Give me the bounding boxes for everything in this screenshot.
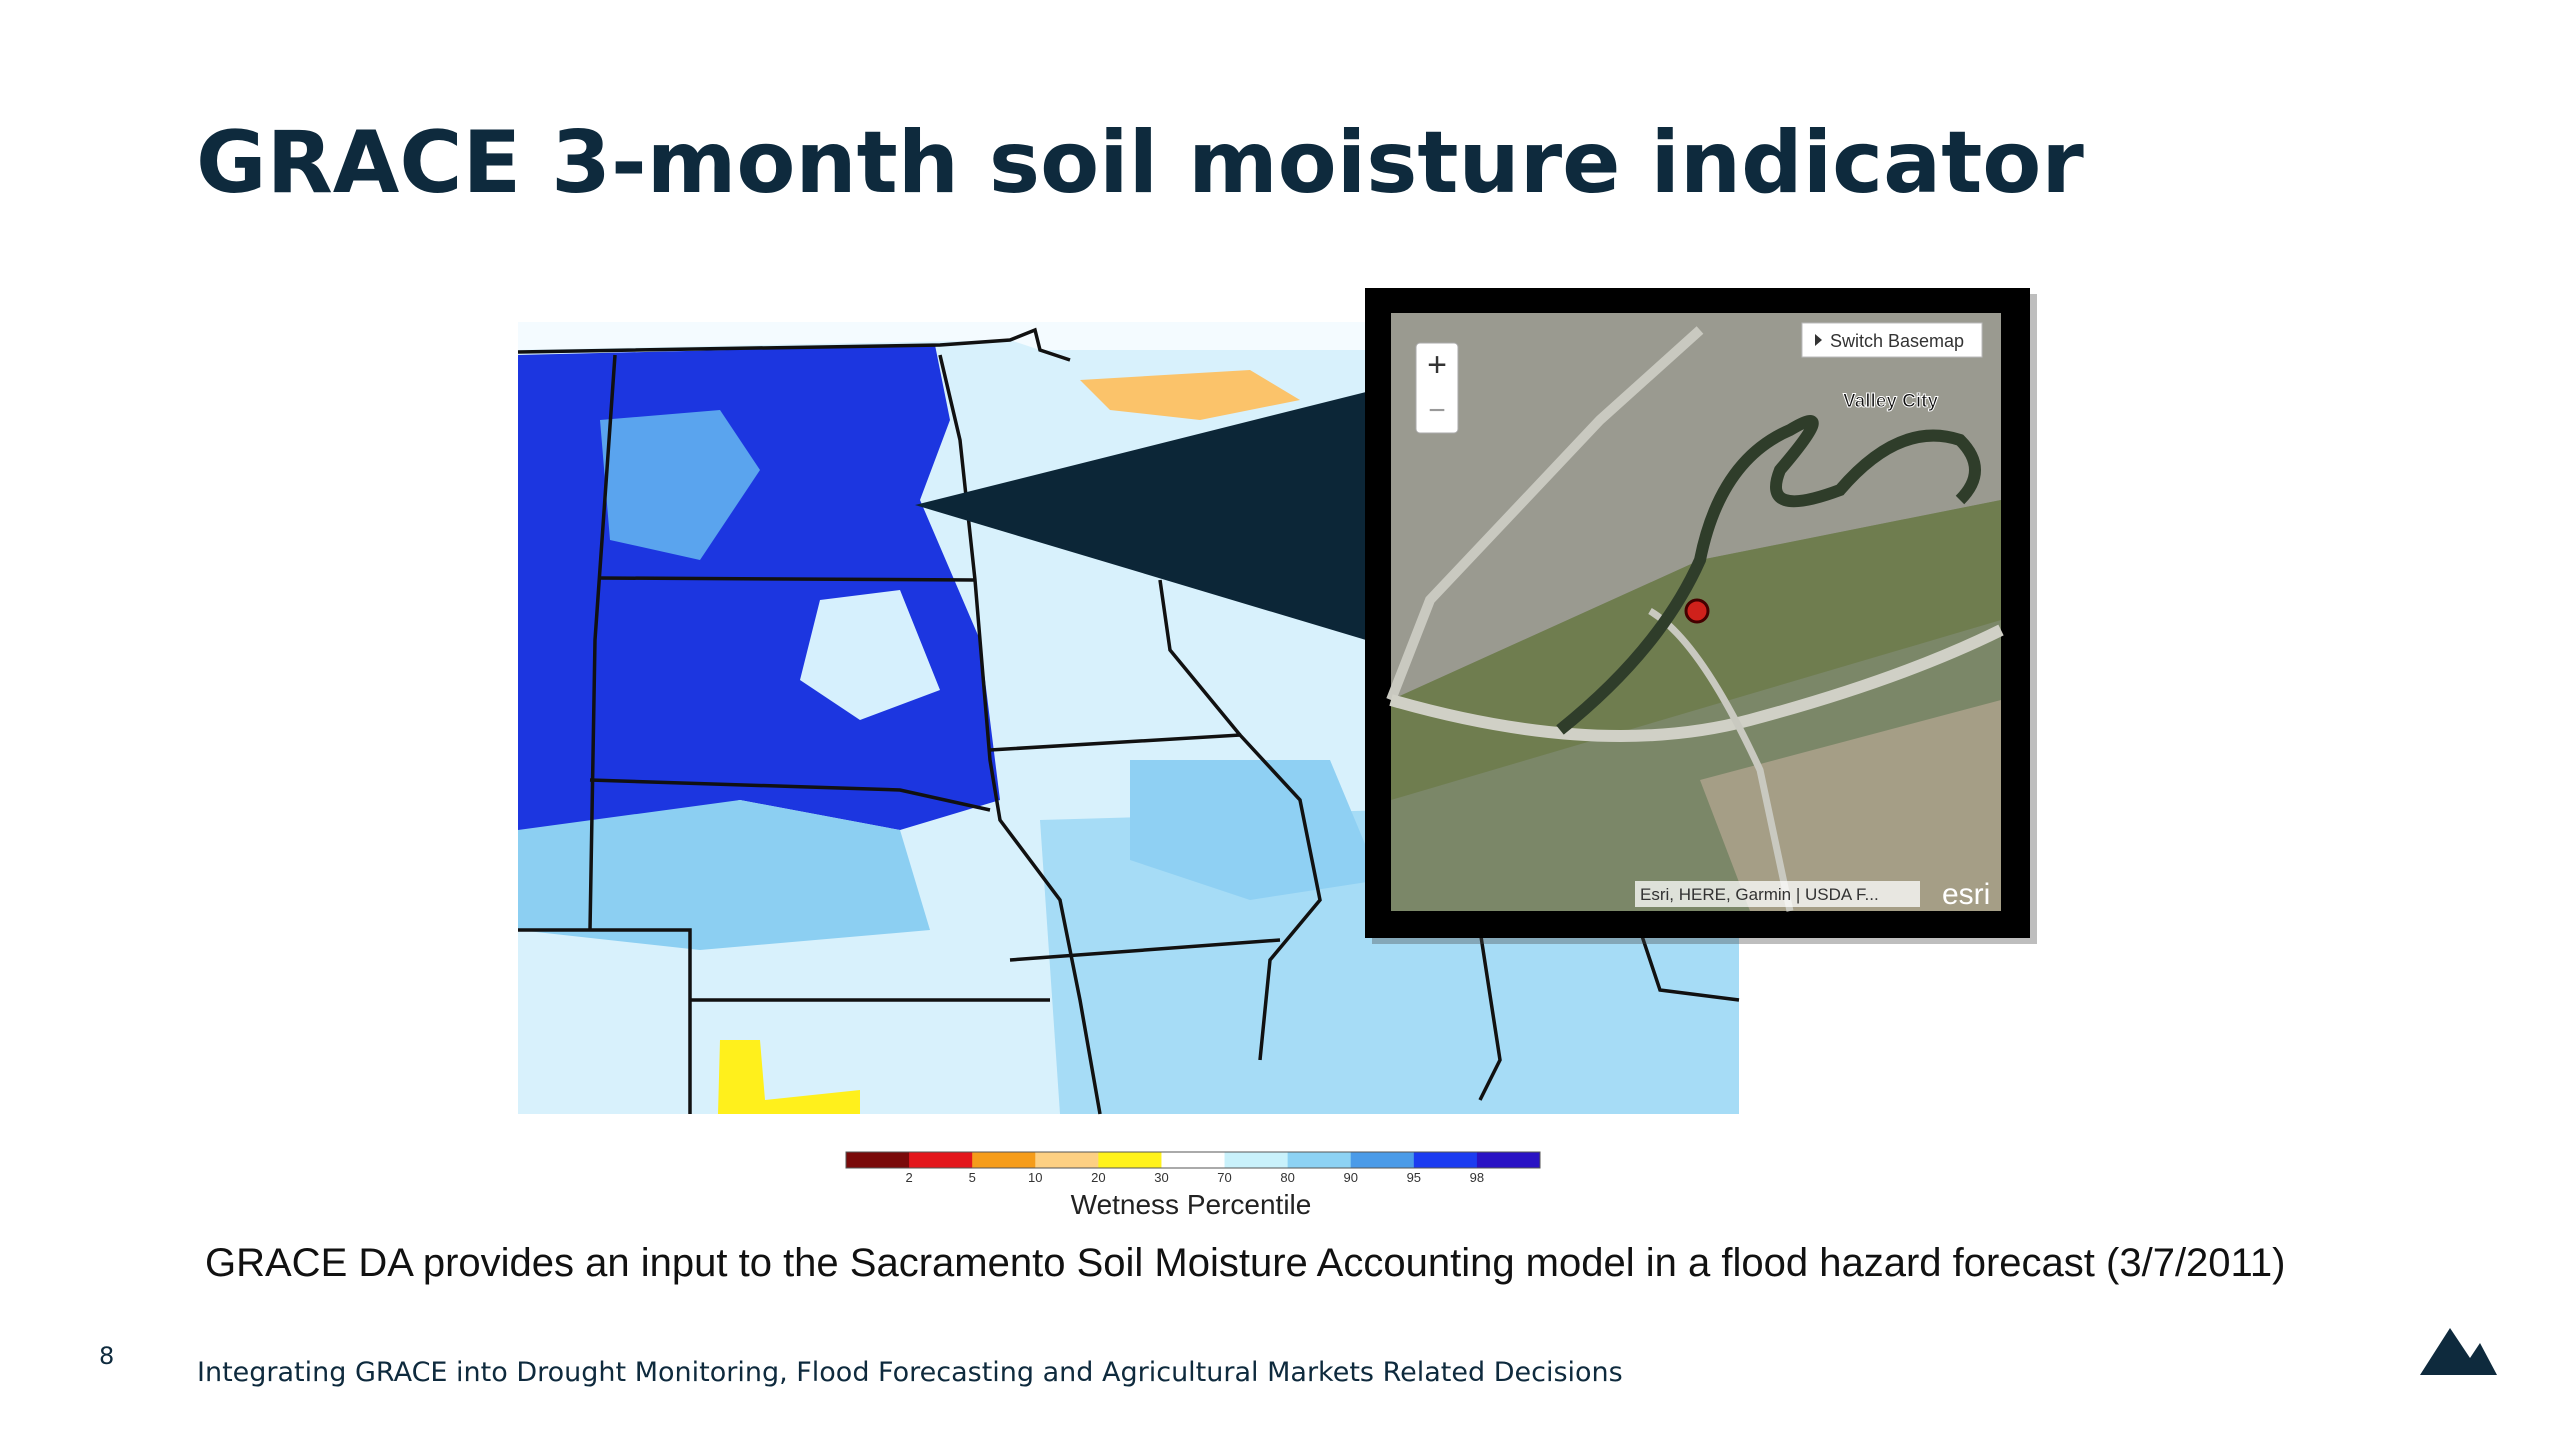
- attribution-box: [1635, 881, 1920, 907]
- colorbar-tick-label: 2: [905, 1170, 912, 1185]
- colorbar-tick-label: 20: [1091, 1170, 1105, 1185]
- map-region: [800, 590, 940, 720]
- colorbar-segment: [1413, 1152, 1478, 1168]
- colorbar-outline: [845, 1151, 1541, 1169]
- road: [1386, 326, 1704, 702]
- colorbar-tick-label: 10: [1028, 1170, 1042, 1185]
- page-number: 8: [99, 1342, 114, 1370]
- colorbar-tick-label: 5: [969, 1170, 976, 1185]
- map-region: [1080, 370, 1300, 420]
- colorbar-segment: [1287, 1152, 1352, 1168]
- map-region: [600, 410, 760, 560]
- colorbar-segment: [846, 1152, 910, 1168]
- colorbar-tick-label: 30: [1154, 1170, 1168, 1185]
- caption: GRACE DA provides an input to the Sacram…: [205, 1241, 2285, 1285]
- colorbar-segment: [1161, 1152, 1226, 1168]
- esri-logo: esri: [1942, 878, 1990, 911]
- zoom-in[interactable]: +: [1427, 346, 1447, 384]
- footer: Integrating GRACE into Drought Monitorin…: [197, 1357, 1623, 1388]
- zoom-out[interactable]: −: [1428, 394, 1446, 427]
- town-area: [1391, 313, 2001, 700]
- map-inset: + − Switch Basemap Valley City Esri, HER…: [1365, 288, 2037, 944]
- colorbar-segment: [1035, 1152, 1099, 1168]
- map-region: [1130, 760, 1380, 900]
- basemap-button[interactable]: [1801, 322, 1983, 358]
- attribution: Esri, HERE, Garmin | USDA F...: [1640, 885, 1879, 904]
- colorbar-tick-label: 80: [1280, 1170, 1294, 1185]
- basemap-button-label[interactable]: Switch Basemap: [1830, 331, 1964, 351]
- river: [1556, 415, 1981, 735]
- state-borders: [517, 327, 1740, 1115]
- map-region: [518, 345, 1000, 830]
- colorbar-tick-label: 70: [1217, 1170, 1231, 1185]
- colorbar-tick-label: 98: [1470, 1170, 1484, 1185]
- map-region: [518, 800, 930, 950]
- colorbar-tick-label: 90: [1343, 1170, 1357, 1185]
- colorbar: 2 5 10 20 30 70 80 90 95 98: [845, 1151, 1541, 1185]
- location-marker: [1684, 598, 1710, 624]
- colorbar-segment: [1098, 1152, 1162, 1168]
- colorbar-label: Wetness Percentile: [1071, 1189, 1312, 1220]
- colorbar-segment: [972, 1152, 1036, 1168]
- colorbar-tick-label: 95: [1407, 1170, 1421, 1185]
- basemap-arrow: [1815, 334, 1822, 346]
- pointer: [915, 392, 1366, 640]
- slide-title: GRACE 3-month soil moisture indicator: [196, 113, 2084, 213]
- colorbar-segment: [1476, 1152, 1541, 1168]
- map-region: [718, 1040, 860, 1114]
- highway: [1389, 624, 2004, 742]
- vegetation: [1391, 500, 2001, 800]
- place-label: Valley City: [1843, 391, 1938, 412]
- colorbar-segment: [1350, 1152, 1415, 1168]
- colorbar-segment: [1224, 1152, 1289, 1168]
- zoom-control: [1415, 342, 1459, 434]
- colorbar-segment: [909, 1152, 973, 1168]
- logo: [2420, 1328, 2497, 1375]
